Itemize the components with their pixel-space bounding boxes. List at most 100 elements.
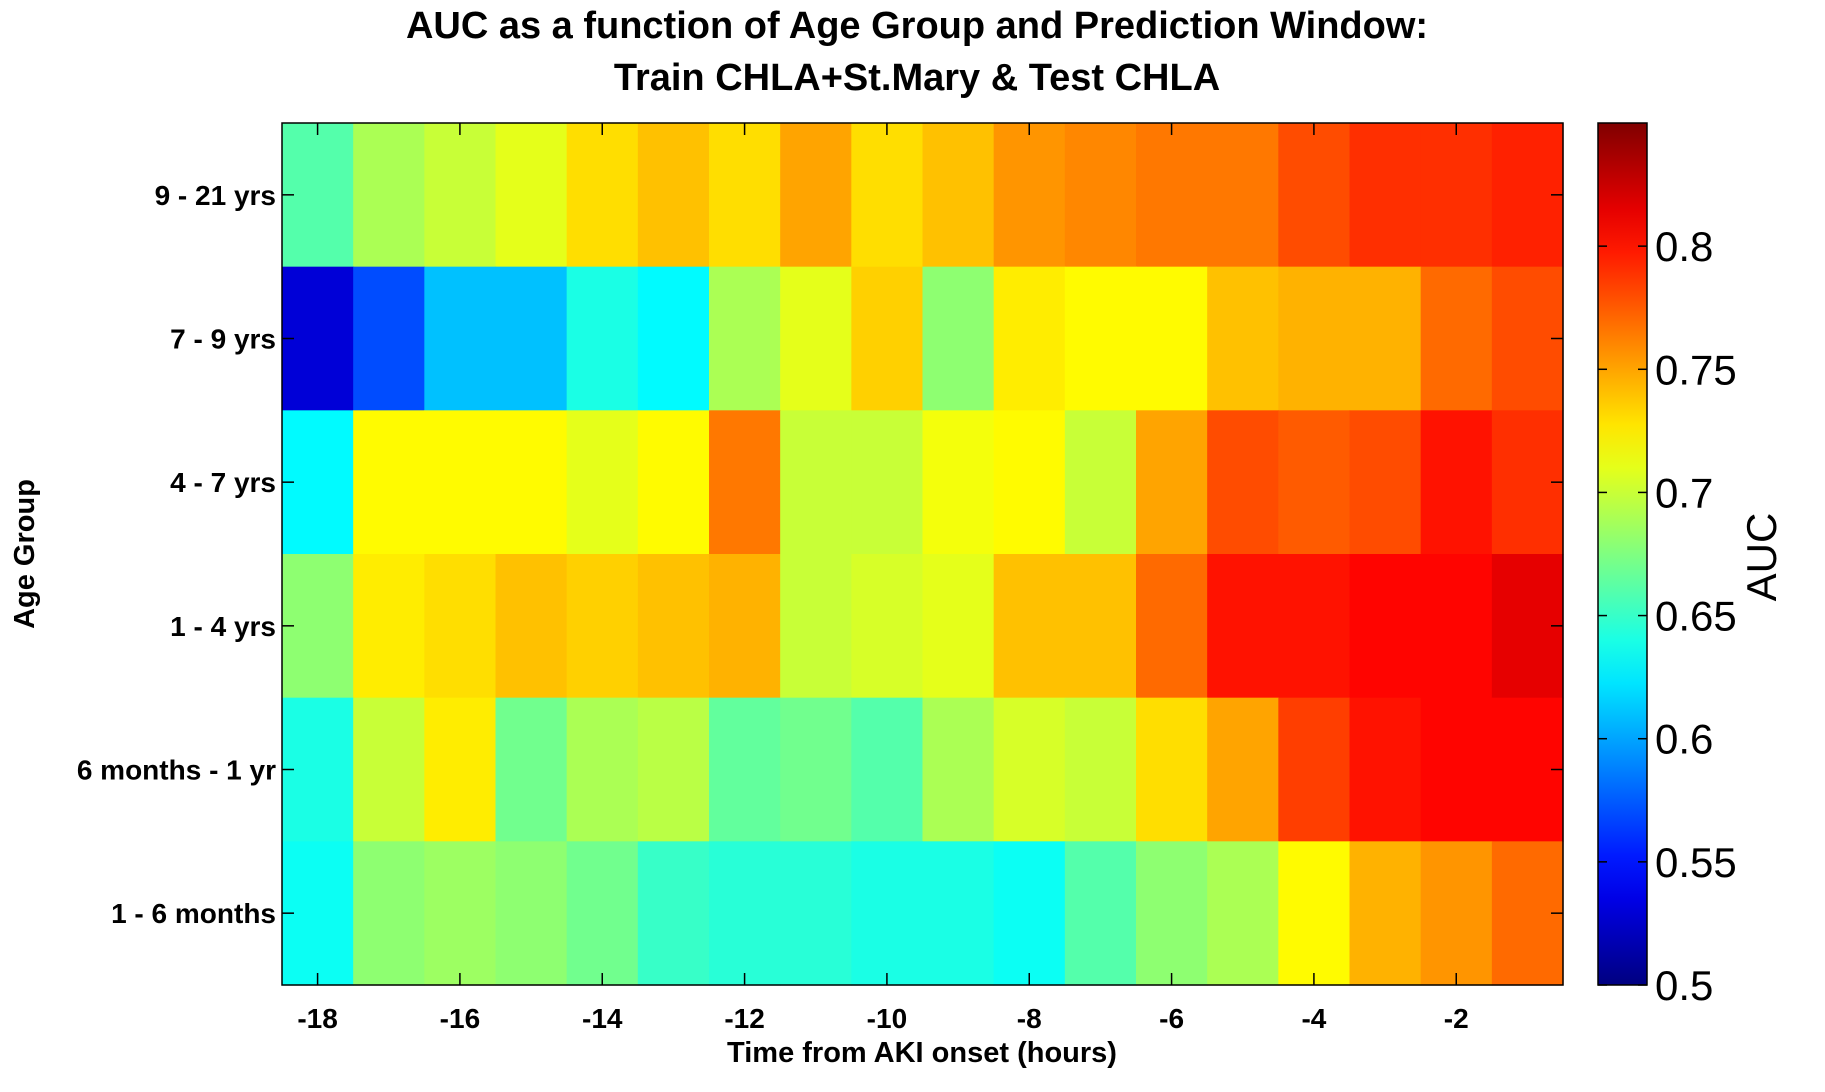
heatmap-cell bbox=[353, 410, 425, 555]
x-tick-label: -12 bbox=[724, 1003, 764, 1034]
heatmap-cell bbox=[1420, 841, 1493, 986]
heatmap-cell bbox=[1136, 410, 1208, 555]
heatmap-cell bbox=[1064, 841, 1137, 986]
heatmap-cell bbox=[1278, 841, 1351, 986]
colorbar-ticks: 0.5 0.55 0.6 0.65 0.7 0.75 0.8 bbox=[1598, 223, 1737, 1009]
heatmap-cell bbox=[780, 123, 852, 268]
heatmap-cell bbox=[1278, 697, 1351, 842]
heatmap-cell bbox=[1278, 554, 1351, 699]
heatmap-cell bbox=[922, 697, 995, 842]
heatmap-cell bbox=[566, 697, 639, 842]
heatmap-cell bbox=[353, 841, 425, 986]
y-tick-label: 7 - 9 yrs bbox=[170, 324, 276, 355]
heatmap-cell bbox=[566, 123, 639, 268]
colorbar-tick-label: 0.65 bbox=[1655, 593, 1737, 640]
heatmap-cell bbox=[1064, 554, 1137, 699]
y-tick-label: 9 - 21 yrs bbox=[155, 180, 276, 211]
heatmap-cell bbox=[495, 410, 568, 555]
heatmap-cell bbox=[424, 266, 497, 411]
heatmap-cell bbox=[993, 123, 1066, 268]
heatmap-cell bbox=[780, 841, 852, 986]
heatmap-cell bbox=[424, 123, 497, 268]
heatmap-cell bbox=[1207, 123, 1279, 268]
heatmap-cell bbox=[637, 123, 710, 268]
heatmap-cell bbox=[922, 554, 995, 699]
heatmap-cell bbox=[993, 266, 1066, 411]
colorbar-tick-label: 0.7 bbox=[1655, 469, 1713, 516]
heatmap-cell bbox=[1136, 123, 1208, 268]
heatmap-cell bbox=[353, 554, 425, 699]
heatmap-cell bbox=[637, 266, 710, 411]
heatmap-cell bbox=[566, 266, 639, 411]
heatmap-cell bbox=[1420, 266, 1493, 411]
heatmap-cell bbox=[353, 266, 425, 411]
heatmap-cell bbox=[1064, 123, 1137, 268]
axis-ticks bbox=[282, 123, 1563, 985]
colorbar-tick-label: 0.55 bbox=[1655, 839, 1737, 886]
x-tick-label: -10 bbox=[867, 1003, 907, 1034]
colorbar-tick-label: 0.5 bbox=[1655, 962, 1713, 1009]
heatmap-cell bbox=[1420, 410, 1493, 555]
heatmap-cell bbox=[851, 410, 924, 555]
heatmap-cell bbox=[1278, 410, 1351, 555]
colorbar-label: AUC bbox=[1738, 513, 1785, 602]
heatmap-cell bbox=[709, 841, 781, 986]
heatmap-cell bbox=[495, 554, 568, 699]
heatmap-cell bbox=[1349, 266, 1422, 411]
heatmap-cell bbox=[780, 410, 852, 555]
heatmap-cell bbox=[1420, 123, 1493, 268]
heatmap-cell bbox=[922, 410, 995, 555]
heatmap-cell bbox=[993, 554, 1066, 699]
heatmap-cell bbox=[1349, 554, 1422, 699]
heatmap-cell bbox=[851, 266, 924, 411]
heatmap-cell bbox=[1207, 841, 1279, 986]
heatmap-cell bbox=[566, 554, 639, 699]
heatmap-cell bbox=[424, 410, 497, 555]
heatmap-cell bbox=[1349, 123, 1422, 268]
heatmap-cell bbox=[1136, 266, 1208, 411]
heatmap-cell bbox=[1207, 697, 1279, 842]
heatmap-cell bbox=[353, 123, 425, 268]
heatmap-cell bbox=[709, 410, 781, 555]
x-tick-labels: -18 -16 -14 -12 -10 -8 -6 -4 -2 bbox=[297, 1003, 1468, 1034]
heatmap-cell bbox=[353, 697, 425, 842]
heatmap-cell bbox=[1207, 266, 1279, 411]
heatmap-cell bbox=[1064, 697, 1137, 842]
heatmap-cell bbox=[780, 554, 852, 699]
heatmap-cell bbox=[922, 266, 995, 411]
heatmap-cell bbox=[709, 266, 781, 411]
colorbar bbox=[1597, 122, 1648, 986]
x-tick-label: -18 bbox=[297, 1003, 337, 1034]
heatmap-cell bbox=[637, 697, 710, 842]
x-tick-label: -4 bbox=[1301, 1003, 1326, 1034]
heatmap-cell bbox=[1420, 554, 1493, 699]
heatmap-cell bbox=[993, 697, 1066, 842]
y-tick-label: 4 - 7 yrs bbox=[170, 467, 276, 498]
chart-title: AUC as a function of Age Group and Predi… bbox=[406, 5, 1428, 99]
heatmap-cell bbox=[922, 841, 995, 986]
heatmap-cell bbox=[780, 697, 852, 842]
heatmap-cell bbox=[993, 410, 1066, 555]
colorbar-tick-label: 0.6 bbox=[1655, 716, 1713, 763]
heatmap-cell bbox=[709, 697, 781, 842]
heatmap-cell bbox=[1136, 554, 1208, 699]
heatmap-cell bbox=[1278, 266, 1351, 411]
y-tick-label: 1 - 4 yrs bbox=[170, 611, 276, 642]
y-tick-labels: 9 - 21 yrs 7 - 9 yrs 4 - 7 yrs 1 - 4 yrs 6 m… bbox=[77, 180, 276, 929]
heatmap-cell bbox=[637, 554, 710, 699]
heatmap-cell bbox=[1136, 841, 1208, 986]
heatmap-cell bbox=[851, 841, 924, 986]
y-axis-label: Age Group bbox=[9, 479, 41, 629]
heatmap-cell bbox=[1136, 697, 1208, 842]
heatmap-cell bbox=[922, 123, 995, 268]
y-tick-label: 1 - 6 months bbox=[111, 898, 276, 929]
heatmap-cell bbox=[1349, 410, 1422, 555]
heatmap-cell bbox=[424, 697, 497, 842]
heatmap-cell bbox=[495, 697, 568, 842]
heatmap-cell bbox=[1064, 410, 1137, 555]
heatmap-cell bbox=[851, 554, 924, 699]
plot-area-frame bbox=[281, 122, 1564, 986]
heatmap-cell bbox=[1207, 410, 1279, 555]
heatmap-cell bbox=[566, 841, 639, 986]
